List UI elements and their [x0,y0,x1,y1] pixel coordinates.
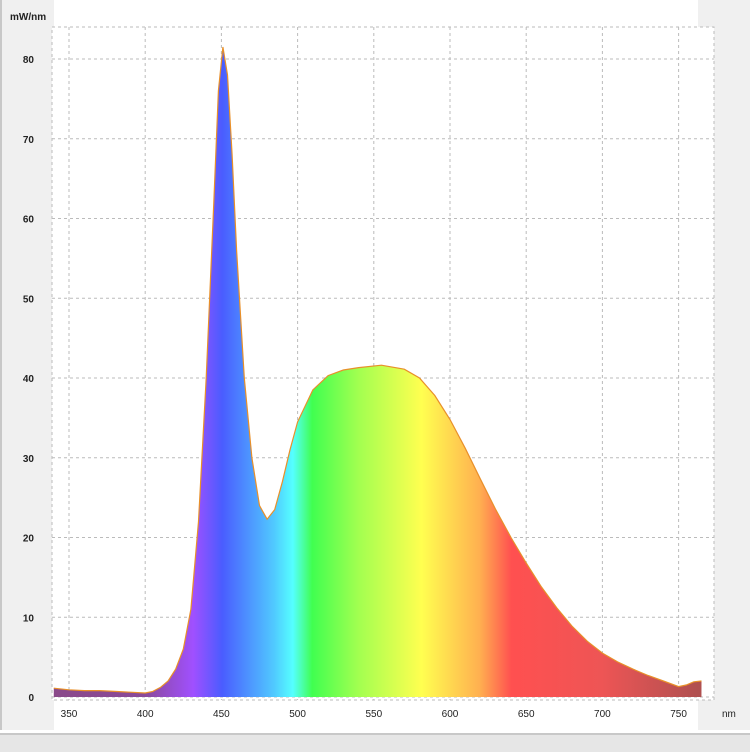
y-tick-label: 30 [23,454,35,465]
spectrum-chart: 350 400 450 500 550 600 650 700 750 0 10 20 30 40 50 60… [10,12,736,720]
status-bar [0,733,750,752]
x-tick-label: 550 [365,709,382,720]
y-tick-label: 0 [28,693,34,704]
x-tick-label: 700 [594,709,611,720]
y-tick-label: 70 [23,135,35,146]
x-tick-label: 400 [137,709,154,720]
y-tick-label: 40 [23,374,35,385]
left-axis-panel [0,0,54,730]
y-tick-label: 20 [23,534,35,545]
spectrum-outline [53,46,702,694]
x-tick-label: 350 [61,709,78,720]
x-tick-label: 750 [670,709,687,720]
y-tick-label: 60 [23,215,35,226]
x-tick-label: 450 [213,709,230,720]
y-tick-label: 10 [23,613,35,624]
x-tick-label: 500 [289,709,306,720]
y-tick-label: 50 [23,294,35,305]
x-axis-label: nm [722,709,736,720]
spectrum-area [53,47,702,697]
x-tick-label: 650 [518,709,535,720]
y-axis-label: mW/nm [10,12,46,23]
x-tick-label: 600 [442,709,459,720]
y-tick-label: 80 [23,55,35,66]
